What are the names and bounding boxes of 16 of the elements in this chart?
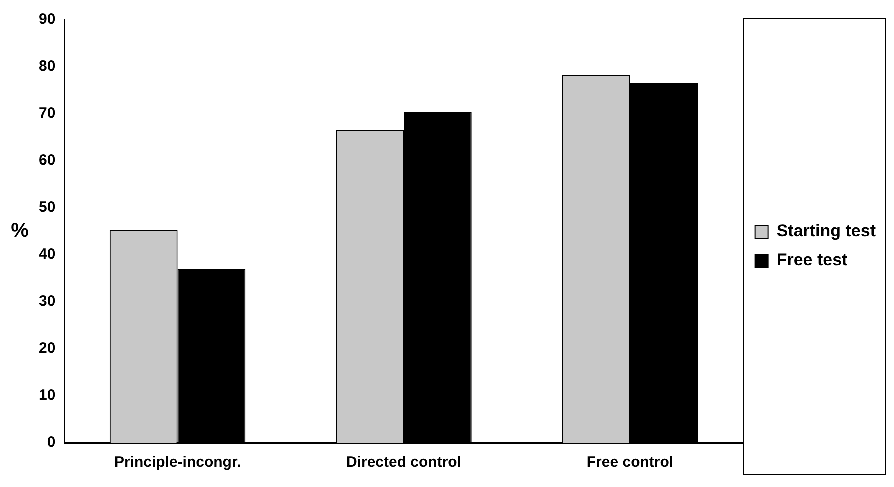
y-tick-label: 30: [38, 293, 56, 310]
y-tick-label: 0: [47, 434, 56, 452]
x-tick-label: Principle-incongr.: [114, 454, 242, 472]
y-tick-label: 20: [38, 340, 56, 358]
y-tick-label: 60: [38, 152, 56, 170]
legend-label: Free test: [776, 250, 848, 270]
y-axis-title: %: [11, 220, 30, 242]
legend-label: Starting test: [776, 222, 876, 241]
y-tick-label: 80: [38, 58, 56, 76]
y-tick-label: 50: [38, 199, 56, 216]
y-tick-label: 90: [38, 11, 56, 28]
x-tick-label: Directed control: [346, 454, 462, 472]
y-tick-label: 70: [38, 105, 56, 122]
y-tick-label: 10: [38, 387, 56, 404]
x-tick-label: Free control: [586, 454, 674, 472]
y-tick-label: 40: [38, 246, 56, 264]
